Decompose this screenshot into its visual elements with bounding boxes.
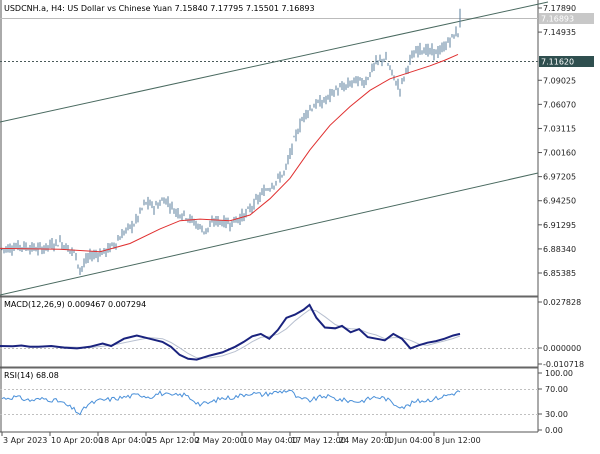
rsi-line — [1, 389, 461, 416]
macd-main-line — [0, 303, 461, 361]
rsi-tick-label: 70.00 — [545, 385, 568, 394]
macd-signal-line — [0, 309, 461, 359]
time-tick-label: 18 Apr 04:00 — [99, 436, 151, 445]
time-tick-label: 1 Jun 04:00 — [387, 436, 433, 445]
macd-label: MACD(12,26,9) 0.009467 0.007294 — [4, 300, 147, 309]
current-price-label: 7.16893 — [539, 13, 594, 24]
price-tick-label: 6.97205 — [543, 173, 576, 182]
price-tick-label: 6.91295 — [543, 221, 576, 230]
candlestick-series — [1, 8, 461, 276]
main-price-panel[interactable] — [0, 0, 539, 433]
price-tick-label: 6.94250 — [543, 197, 576, 206]
price-tick-label: 7.14935 — [543, 28, 576, 37]
rsi-tick-label: 0.00 — [545, 426, 563, 435]
channel-upper-line[interactable] — [0, 1, 549, 123]
rsi-tick-label: 30.00 — [545, 410, 568, 419]
time-tick-label: 24 May 20:00 — [339, 436, 394, 445]
macd-tick-label: 0.027828 — [543, 298, 581, 307]
time-tick-label: 10 Apr 20:00 — [51, 436, 103, 445]
time-tick-label: 25 Apr 12:00 — [147, 436, 199, 445]
level-price-label: 7.11620 — [539, 56, 594, 67]
price-tick-label: 6.88340 — [543, 245, 576, 254]
time-tick-label: 17 May 12:00 — [291, 436, 346, 445]
price-tick-label: 7.03115 — [543, 124, 576, 133]
rsi-tick-label: 100.00 — [545, 369, 573, 378]
price-axis[interactable]: 7.17890 7.14935 7.09025 7.06070 7.03115 7.001… — [538, 4, 576, 278]
time-tick-label: 10 May 04:00 — [243, 436, 298, 445]
moving-average-line — [0, 53, 459, 253]
price-tick-label: 7.06070 — [543, 100, 576, 109]
macd-tick-label: -0.010718 — [543, 360, 584, 369]
channel-lower-line[interactable] — [0, 172, 539, 296]
price-tick-label: 6.85385 — [543, 269, 576, 278]
rsi-label: RSI(14) 68.08 — [4, 371, 59, 380]
price-tick-label: 7.17890 — [543, 4, 576, 13]
symbol-header: USDCNH.a, H4: US Dollar vs Chinese Yuan … — [4, 4, 315, 13]
time-tick-label: 2 May 20:00 — [195, 436, 245, 445]
svg-text:7.11620: 7.11620 — [541, 58, 574, 67]
price-tick-label: 7.09025 — [543, 76, 576, 85]
time-tick-label: 3 Apr 2023 — [3, 436, 47, 445]
price-tick-label: 7.00160 — [543, 149, 576, 158]
svg-text:7.16893: 7.16893 — [541, 15, 574, 24]
time-tick-label: 8 Jun 12:00 — [435, 436, 481, 445]
macd-tick-label: 0.000000 — [543, 344, 581, 353]
